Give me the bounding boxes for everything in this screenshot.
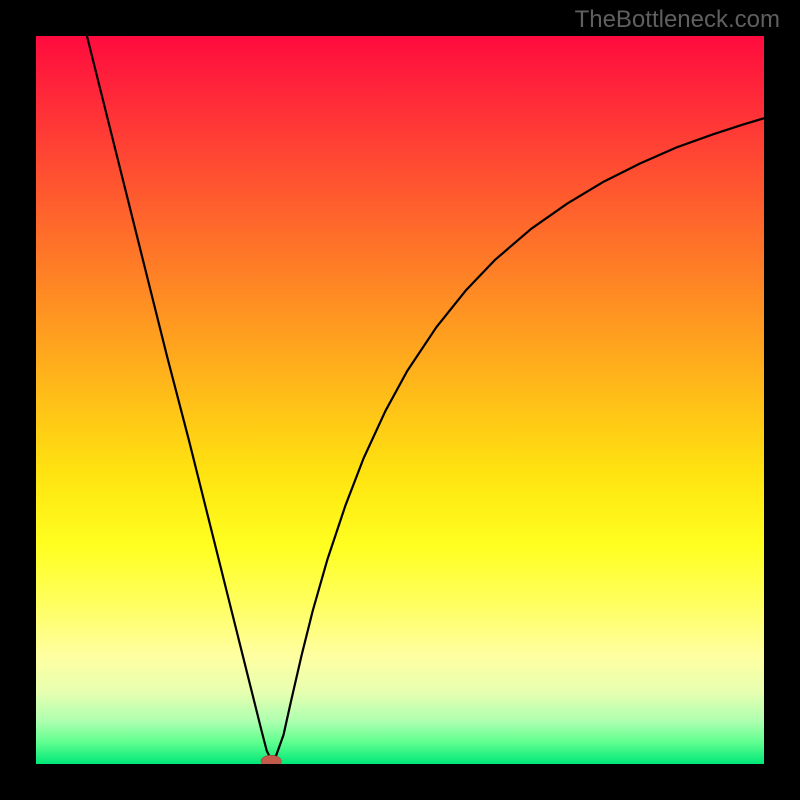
chart-frame: TheBottleneck.com [0,0,800,800]
plot-area [36,36,764,764]
plot-svg [36,36,764,764]
gradient-background [36,36,764,764]
watermark-text: TheBottleneck.com [575,6,780,34]
